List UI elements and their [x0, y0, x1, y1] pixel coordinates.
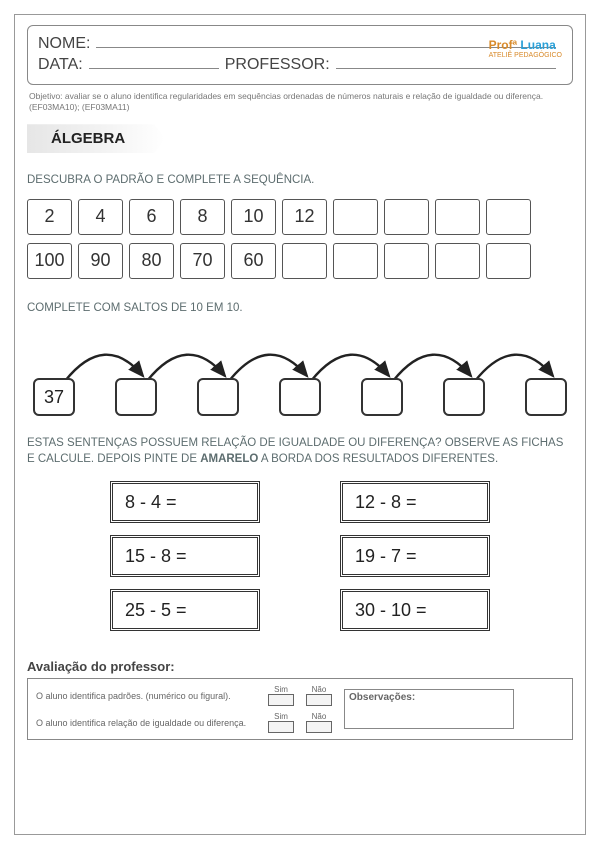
no-box[interactable] — [306, 694, 332, 706]
page-border: NOME: DATA: PROFESSOR: Profª Luana ATELI… — [14, 14, 586, 835]
seq-box[interactable]: 8 — [180, 199, 225, 235]
logo-sub: ATELIÊ PEDAGÓGICO — [489, 52, 562, 59]
ex3-text2: A BORDA DOS RESULTADOS DIFERENTES. — [258, 453, 498, 465]
eq-box[interactable]: 19 - 7 = — [340, 535, 490, 577]
jump-box[interactable]: 37 — [33, 378, 75, 416]
seq-box[interactable]: 70 — [180, 243, 225, 279]
ex1-row2: 100 90 80 70 60 — [27, 243, 573, 279]
no-label: Não — [312, 685, 327, 694]
eq-box[interactable]: 12 - 8 = — [340, 481, 490, 523]
eq-col-1: 8 - 4 = 15 - 8 = 25 - 5 = — [110, 481, 260, 631]
jump-box[interactable] — [115, 378, 157, 416]
jump-arcs-svg — [35, 326, 575, 386]
seq-box[interactable] — [486, 243, 531, 279]
seq-box[interactable]: 4 — [78, 199, 123, 235]
seq-box[interactable] — [486, 199, 531, 235]
obs-label: Observações: — [349, 692, 415, 703]
eq-box[interactable]: 8 - 4 = — [110, 481, 260, 523]
no-cell: Não — [306, 712, 332, 733]
name-row: NOME: — [38, 34, 562, 53]
eval-item-2: O aluno identifica relação de igualdade … — [36, 718, 256, 728]
seq-box[interactable]: 6 — [129, 199, 174, 235]
seq-box[interactable] — [435, 199, 480, 235]
seq-box[interactable]: 80 — [129, 243, 174, 279]
eval-title: Avaliação do professor: — [27, 659, 573, 674]
seq-box[interactable]: 10 — [231, 199, 276, 235]
no-label: Não — [312, 712, 327, 721]
seq-box[interactable] — [333, 243, 378, 279]
no-cell: Não — [306, 685, 332, 706]
eval-item-1: O aluno identifica padrões. (numérico ou… — [36, 691, 256, 701]
header-box: NOME: DATA: PROFESSOR: Profª Luana ATELI… — [27, 25, 573, 85]
name-line[interactable] — [96, 34, 556, 48]
seq-box[interactable] — [384, 199, 429, 235]
date-line[interactable] — [89, 55, 219, 69]
yes-box[interactable] — [268, 721, 294, 733]
ex1-row1: 2 4 6 8 10 12 — [27, 199, 573, 235]
jump-box[interactable] — [279, 378, 321, 416]
yes-cell: Sim — [268, 712, 294, 733]
equations: 8 - 4 = 15 - 8 = 25 - 5 = 12 - 8 = 19 - … — [27, 481, 573, 631]
seq-box[interactable] — [384, 243, 429, 279]
section-banner: ÁLGEBRA — [27, 124, 165, 153]
eq-box[interactable]: 15 - 8 = — [110, 535, 260, 577]
yes-label: Sim — [274, 685, 288, 694]
ex3-bold: AMARELO — [200, 453, 258, 465]
jump-box[interactable] — [361, 378, 403, 416]
seq-box[interactable]: 90 — [78, 243, 123, 279]
logo-text-2: Luana — [520, 38, 555, 52]
logo: Profª Luana ATELIÊ PEDAGÓGICO — [489, 38, 562, 59]
eq-box[interactable]: 25 - 5 = — [110, 589, 260, 631]
jump-box[interactable] — [197, 378, 239, 416]
jump-box[interactable] — [525, 378, 567, 416]
name-label: NOME: — [38, 35, 90, 53]
ex2-instruction: COMPLETE COM SALTOS DE 10 EM 10. — [27, 301, 573, 317]
date-label: DATA: — [38, 56, 83, 74]
date-row: DATA: PROFESSOR: — [38, 55, 562, 74]
ex3-instruction: ESTAS SENTENÇAS POSSUEM RELAÇÃO DE IGUAL… — [27, 436, 573, 467]
seq-box[interactable]: 12 — [282, 199, 327, 235]
seq-box[interactable]: 2 — [27, 199, 72, 235]
jump-box[interactable] — [443, 378, 485, 416]
yes-cell: Sim — [268, 685, 294, 706]
jump-wrap: 37 — [27, 326, 573, 416]
seq-box[interactable] — [333, 199, 378, 235]
yes-box[interactable] — [268, 694, 294, 706]
objective-text: Objetivo: avaliar se o aluno identifica … — [29, 91, 571, 112]
jump-boxes: 37 — [33, 378, 567, 416]
no-box[interactable] — [306, 721, 332, 733]
seq-box[interactable] — [435, 243, 480, 279]
ex1-instruction: DESCUBRA O PADRÃO E COMPLETE A SEQUÊNCIA… — [27, 173, 573, 189]
logo-text-1: Profª — [489, 38, 517, 52]
seq-box[interactable] — [282, 243, 327, 279]
eq-box[interactable]: 30 - 10 = — [340, 589, 490, 631]
eq-col-2: 12 - 8 = 19 - 7 = 30 - 10 = — [340, 481, 490, 631]
obs-box[interactable]: Observações: — [344, 689, 514, 729]
seq-box[interactable]: 100 — [27, 243, 72, 279]
seq-box[interactable]: 60 — [231, 243, 276, 279]
eval-box: O aluno identifica padrões. (numérico ou… — [27, 678, 573, 740]
yes-label: Sim — [274, 712, 288, 721]
teacher-label: PROFESSOR: — [225, 56, 330, 74]
